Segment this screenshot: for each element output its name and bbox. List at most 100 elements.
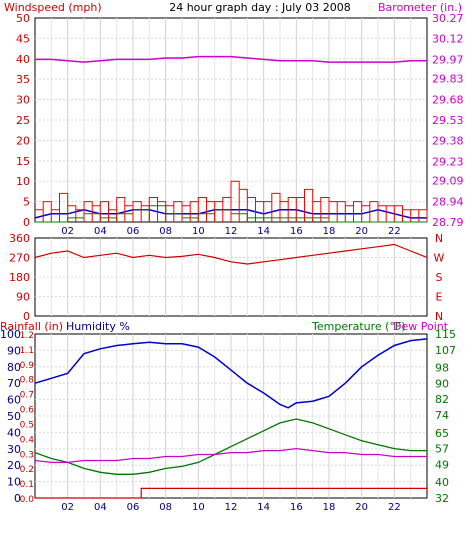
rainfall-axis-title: Rainfall (in) (0, 320, 63, 333)
x-tick: 12 (225, 226, 238, 237)
rain-y-tick: 0.5 (20, 420, 34, 430)
temp-y-tick: 115 (435, 328, 456, 341)
compass-label: W (434, 252, 445, 265)
baro-y-tick: 29.83 (432, 73, 464, 86)
series-temperature (34, 418, 427, 475)
x-tick: 08 (159, 502, 172, 513)
x-tick: 02 (61, 502, 74, 513)
series-rainfall (35, 487, 427, 499)
humidity-y-tick: 30 (7, 443, 21, 456)
compass-label: E (436, 291, 443, 304)
humidity-y-tick: 70 (7, 377, 21, 390)
humidity-y-tick: 90 (7, 344, 21, 357)
rain-y-tick: 0.6 (20, 406, 35, 416)
x-tick: 16 (290, 502, 303, 513)
humidity-y-tick: 60 (7, 394, 21, 407)
wind-y-tick: 25 (16, 114, 30, 127)
x-tick: 02 (61, 226, 74, 237)
temperature-axis-title: Temperature (°F) (311, 320, 406, 333)
x-tick: 20 (355, 502, 368, 513)
wind-y-tick: 30 (16, 94, 30, 107)
wind-y-tick: 40 (16, 53, 30, 66)
temp-y-tick: 98 (435, 362, 449, 375)
x-tick: 22 (388, 226, 401, 237)
series-gust (35, 180, 428, 222)
direction-y-tick: 270 (9, 252, 30, 265)
temp-y-tick: 57 (435, 443, 449, 456)
rain-y-tick: 0.7 (20, 391, 34, 401)
rain-y-tick: 0.4 (20, 435, 35, 445)
x-tick: 06 (127, 226, 140, 237)
baro-y-tick: 28.94 (432, 195, 464, 208)
rain-y-tick: 0.2 (20, 465, 34, 475)
temp-y-tick: 90 (435, 377, 449, 390)
x-tick: 18 (323, 226, 336, 237)
baro-y-tick: 30.12 (432, 33, 464, 46)
barometer-axis-title: Barometer (in.) (378, 1, 462, 14)
rain-y-tick: 0.1 (20, 480, 34, 490)
baro-y-tick: 30.27 (432, 12, 464, 25)
wind-y-tick: 35 (16, 73, 30, 86)
x-tick: 14 (257, 502, 270, 513)
direction-y-tick: 180 (9, 271, 30, 284)
rain-y-tick: 1.2 (20, 331, 34, 341)
wind-y-tick: 45 (16, 32, 30, 45)
temp-y-tick: 40 (435, 476, 449, 489)
direction-y-tick: 360 (9, 232, 30, 245)
wind-y-tick: 50 (16, 12, 30, 25)
baro-y-tick: 29.53 (432, 114, 464, 127)
baro-y-tick: 29.68 (432, 93, 464, 106)
temp-y-tick: 49 (435, 458, 449, 471)
chart-title: 24 hour graph day : July 03 2008 (169, 1, 351, 14)
wind-y-tick: 20 (16, 134, 30, 147)
series-barometer (35, 55, 427, 63)
temp-y-tick: 107 (435, 344, 456, 357)
direction-y-tick: 90 (16, 291, 30, 304)
x-tick: 20 (355, 226, 368, 237)
x-tick: 18 (323, 502, 336, 513)
humidity-y-tick: 80 (7, 361, 21, 374)
wind-y-tick: 0 (23, 216, 30, 229)
humidity-y-tick: 10 (7, 476, 21, 489)
x-tick: 22 (388, 502, 401, 513)
humidity-y-tick: 0 (14, 492, 21, 505)
x-tick: 16 (290, 226, 303, 237)
rain-y-tick: 0.0 (20, 495, 35, 505)
baro-y-tick: 28.79 (432, 216, 464, 229)
humidity-y-tick: 20 (7, 459, 21, 472)
temp-y-tick: 82 (435, 393, 449, 406)
rain-y-tick: 1.1 (20, 346, 34, 356)
rain-y-tick: 0.9 (20, 361, 35, 371)
temp-y-tick: 74 (435, 409, 449, 422)
humidity-y-tick: 50 (7, 410, 21, 423)
x-tick: 06 (127, 502, 140, 513)
wind-y-tick: 15 (16, 155, 30, 168)
x-tick: 14 (257, 226, 270, 237)
x-tick: 10 (192, 502, 205, 513)
x-tick: 04 (94, 502, 107, 513)
dewpoint-axis-title: Dew Point (393, 320, 449, 333)
x-tick: 04 (94, 226, 107, 237)
baro-y-tick: 29.23 (432, 155, 464, 168)
rain-y-tick: 0.3 (20, 450, 34, 460)
humidity-axis-title: Humidity % (66, 320, 130, 333)
temp-y-tick: 32 (435, 492, 449, 505)
compass-label: S (436, 271, 443, 284)
compass-label: N (435, 232, 443, 245)
compass-label: N (435, 310, 443, 323)
series-wind-direction (34, 243, 428, 265)
wind-y-tick: 10 (16, 175, 30, 188)
series-dewpoint (34, 447, 427, 464)
temp-y-tick: 65 (435, 427, 449, 440)
baro-y-tick: 29.38 (432, 135, 464, 148)
baro-y-tick: 29.09 (432, 175, 464, 188)
windspeed-axis-title: Windspeed (mph) (4, 1, 102, 14)
x-tick: 12 (225, 502, 238, 513)
baro-y-tick: 29.97 (432, 53, 464, 66)
direction-y-tick: 0 (23, 310, 30, 323)
wind-y-tick: 5 (23, 196, 30, 209)
humidity-y-tick: 40 (7, 426, 21, 439)
series-humidity (34, 338, 428, 409)
rain-y-tick: 0.8 (20, 376, 35, 386)
